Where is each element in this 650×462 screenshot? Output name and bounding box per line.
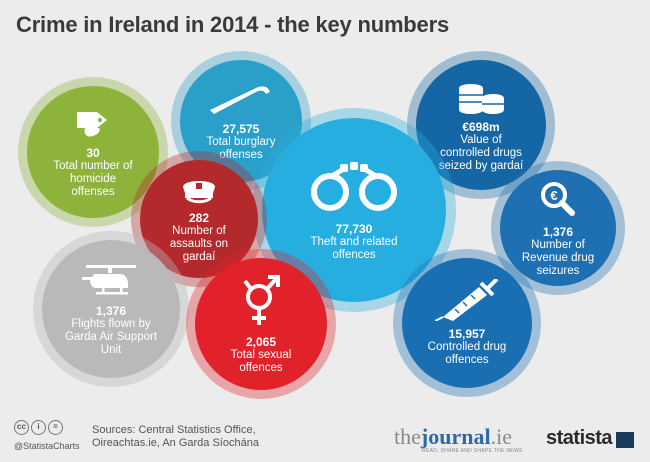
statista-logo[interactable]: statista xyxy=(546,427,613,449)
magnifier-euro-icon: € xyxy=(541,181,575,216)
homicide-label: Total number of homicide offenses xyxy=(53,159,133,198)
journal-post: .ie xyxy=(490,424,512,449)
assaults-value: 282 xyxy=(188,210,210,225)
sources: Sources: Central Statistics Office, Oire… xyxy=(92,424,259,450)
sexual-value: 2,065 xyxy=(245,335,277,349)
assaults-bubble: 282 Number of assaults on gardaí xyxy=(140,160,258,278)
gender-symbol-icon xyxy=(243,275,280,325)
drug-value-value: €698m xyxy=(462,119,500,134)
drug-offences-value: 15,957 xyxy=(448,327,486,341)
statista-mark-icon xyxy=(616,432,634,448)
journal-tagline: READ, SHARE AND SHAPE THE NEWS xyxy=(422,448,523,454)
drug-value-label: Value of controlled drugs seized by gard… xyxy=(438,133,524,172)
license-icons: cc i = xyxy=(14,420,63,435)
police-cap-icon xyxy=(183,180,215,203)
handcuffs-icon xyxy=(311,162,397,211)
revenue-label: Number of Revenue drug seizures xyxy=(521,238,595,277)
toe-tag-icon xyxy=(77,111,107,137)
creative-commons-icon[interactable]: cc xyxy=(14,420,29,435)
flights-bubble: 1,376 Flights flown by Garda Air Support… xyxy=(42,240,180,378)
helicopter-icon xyxy=(82,264,136,294)
statista-handle[interactable]: @StatistaCharts xyxy=(14,441,80,451)
burglary-label: Total burglary offenses xyxy=(206,136,276,161)
theft-value: 77,730 xyxy=(335,222,373,236)
sources-line-2: Oireachtas.ie, An Garda Síochána xyxy=(92,437,259,449)
svg-text:€: € xyxy=(550,188,557,203)
revenue-value: 1,376 xyxy=(542,224,574,239)
theft-label: Theft and related offences xyxy=(310,236,398,261)
sexual-label: Total sexual offences xyxy=(230,349,292,374)
crowbar-icon xyxy=(210,86,270,114)
syringe-icon xyxy=(435,279,499,321)
sources-line-1: Sources: Central Statistics Office, xyxy=(92,424,256,436)
flights-label: Flights flown by Garda Air Support Unit xyxy=(64,317,158,356)
homicide-value: 30 xyxy=(86,145,100,160)
attribution-icon[interactable]: i xyxy=(31,420,46,435)
journal-pre: the xyxy=(394,424,421,449)
burglary-value: 27,575 xyxy=(222,122,260,136)
flights-value: 1,376 xyxy=(95,303,127,318)
drug-value-bubble: €698m Value of controlled drugs seized b… xyxy=(416,60,546,190)
sexual-bubble: 2,065 Total sexual offences xyxy=(195,258,327,390)
journal-main: journal xyxy=(420,424,491,449)
thejournal-logo[interactable]: thejournal.ie xyxy=(394,424,512,450)
coins-icon xyxy=(459,83,504,114)
no-derivatives-icon[interactable]: = xyxy=(48,420,63,435)
page-title: Crime in Ireland in 2014 - the key numbe… xyxy=(16,12,449,37)
assaults-label: Number of assaults on gardaí xyxy=(169,224,229,263)
drug-offences-bubble: 15,957 Controlled drug offences xyxy=(402,258,532,388)
revenue-bubble: € 1,376 Number of Revenue drug seizures xyxy=(500,170,616,286)
drug-offences-label: Controlled drug offences xyxy=(427,341,507,366)
homicide-bubble: 30 Total number of homicide offenses xyxy=(27,86,159,218)
